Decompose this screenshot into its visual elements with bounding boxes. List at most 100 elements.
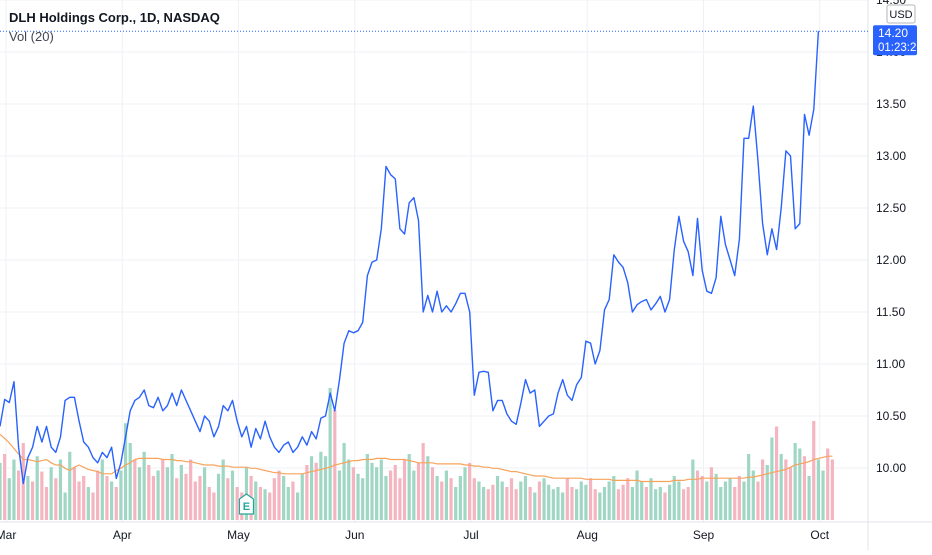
volume-bar: [347, 459, 351, 520]
volume-bar: [444, 470, 448, 520]
volume-bar: [821, 470, 825, 520]
volume-bar: [389, 470, 393, 520]
volume-bar: [412, 470, 416, 520]
volume-bar: [737, 476, 741, 520]
volume-bar: [230, 470, 235, 520]
time-axis[interactable]: Mar Apr May Jun Jul Aug Sep Oct: [0, 528, 830, 542]
volume-ma-line: [0, 433, 833, 483]
earnings-marker-shape: [238, 493, 255, 515]
volume-bar: [7, 478, 11, 520]
volume-bar: [54, 478, 58, 520]
volume-bar: [319, 451, 323, 520]
volume-bar: [695, 470, 700, 520]
volume-bar: [784, 459, 788, 520]
volume-bar: [477, 481, 481, 520]
volume-bar: [30, 481, 35, 520]
volume-bar: [123, 423, 128, 520]
time-tick-label: Aug: [577, 528, 598, 542]
volume-bar: [644, 487, 648, 520]
time-tick-label: May: [227, 528, 250, 542]
volume-bar: [430, 467, 435, 520]
volume-bar: [277, 470, 281, 520]
volume-bar: [519, 481, 523, 520]
volume-bar: [435, 476, 439, 520]
time-tick-label: Jun: [345, 528, 364, 542]
volume-bar: [561, 492, 565, 520]
volume-bar: [607, 481, 611, 520]
volume-bar: [663, 492, 667, 520]
volume-bar: [426, 456, 430, 520]
volume-bar: [207, 487, 211, 520]
volume-bar: [226, 478, 230, 520]
volume-bar: [691, 459, 695, 520]
volume-bar: [72, 467, 76, 520]
volume-bar: [500, 481, 504, 520]
volume-bar: [491, 484, 495, 520]
volume-bar: [733, 487, 737, 520]
time-tick-label: Apr: [113, 528, 132, 542]
price-axis[interactable]: 10.00 10.50 11.00 11.50 12.00 12.50 13.00 13.50…: [876, 0, 906, 475]
volume-bar: [537, 481, 541, 520]
volume-bar: [328, 388, 332, 520]
volume-bar: [472, 478, 476, 520]
volume-bar: [110, 481, 114, 520]
volume-bar: [300, 473, 304, 520]
volume-bar: [747, 454, 751, 520]
volume-bar: [26, 476, 30, 520]
volume-bar: [593, 489, 597, 520]
volume-bar: [49, 467, 53, 520]
volume-bar: [77, 481, 81, 520]
volume-bar: [807, 476, 811, 520]
volume-bar: [551, 489, 555, 520]
volume-bar: [44, 487, 49, 520]
volume-bar: [677, 481, 681, 520]
volume-bar: [342, 443, 346, 520]
volume-bar: [602, 487, 607, 520]
volume-bar: [68, 451, 72, 520]
volume-bar: [361, 478, 365, 520]
volume-bar: [547, 484, 551, 520]
volume-bar: [714, 473, 718, 520]
currency-badge: [886, 4, 916, 24]
volume-bar: [705, 481, 709, 520]
volume-bar: [282, 476, 286, 520]
volume-bar: [630, 487, 634, 520]
price-tick-label: 10.50: [876, 409, 906, 423]
volume-bar: [505, 487, 509, 520]
volume-bar: [440, 481, 444, 520]
volume-bar: [142, 451, 146, 520]
volume-bar: [672, 476, 676, 520]
volume-bar: [468, 462, 472, 520]
earnings-marker-label: E: [243, 501, 250, 513]
volume-bar: [198, 476, 202, 520]
last-price-tag: [873, 25, 917, 56]
price-tick-label: 10.00: [876, 461, 906, 475]
volume-bar: [384, 476, 388, 520]
volume-bar: [509, 478, 514, 520]
symbol-title[interactable]: DLH Holdings Corp., 1D, NASDAQ: [9, 10, 220, 25]
price-tick-label: 11.00: [876, 357, 905, 371]
volume-bar: [86, 487, 90, 520]
volume-bar: [788, 467, 793, 520]
volume-bar: [184, 473, 188, 520]
volume-bar: [254, 481, 258, 520]
volume-bar: [816, 459, 820, 520]
volume-bar: [812, 421, 816, 520]
volume-bar: [393, 465, 397, 520]
volume-bar: [798, 448, 802, 520]
volume-bar: [82, 476, 86, 520]
volume-indicator-label[interactable]: Vol (20): [9, 29, 54, 44]
volume-bar: [770, 437, 774, 520]
volume-bar: [668, 484, 672, 520]
earnings-marker[interactable]: E: [238, 493, 255, 515]
volume-bar: [719, 487, 723, 520]
price-tick-label: 13.50: [876, 97, 906, 111]
volume-histogram: [0, 388, 834, 520]
volume-bar: [542, 478, 546, 520]
volume-bar: [221, 459, 225, 520]
volume-bar: [263, 489, 267, 520]
volume-bar: [370, 462, 374, 520]
volume-bar: [598, 492, 602, 520]
